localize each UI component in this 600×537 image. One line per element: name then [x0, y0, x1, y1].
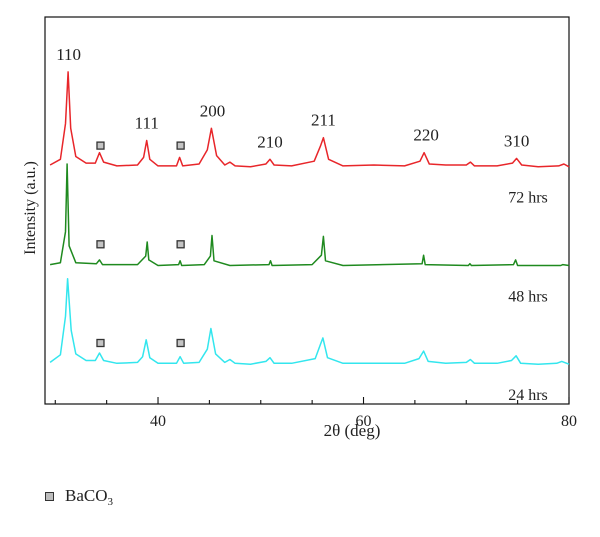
baco3-marker [176, 141, 185, 150]
peak-label: 111 [135, 114, 159, 133]
baco3-marker [96, 240, 105, 249]
baco3-marker-icon [45, 491, 54, 501]
y-axis-label: Intensity (a.u.) [22, 161, 39, 255]
series-line-72-hrs [49, 71, 570, 168]
series-line-48-hrs [49, 163, 570, 267]
peak-label: 211 [311, 111, 336, 130]
x-axis-label: 2θ (deg) [324, 421, 381, 440]
peak-label: 110 [56, 45, 81, 64]
peak-label: 220 [413, 126, 439, 145]
baco3-marker [176, 338, 185, 348]
legend: BaCO3 [45, 486, 113, 508]
series-label: 48 hrs [508, 288, 548, 305]
x-tick-label: 60 [356, 413, 372, 430]
baco3-marker [96, 141, 105, 150]
series-label: 72 hrs [508, 190, 548, 207]
peak-label: 310 [504, 131, 530, 150]
baco3-marker [96, 338, 105, 348]
baco3-marker [176, 240, 185, 249]
series-label: 24 hrs [508, 387, 548, 404]
peak-label: 200 [200, 101, 226, 120]
legend-label: BaCO3 [65, 486, 113, 508]
peak-label: 210 [257, 132, 283, 151]
x-tick-label: 80 [561, 413, 577, 430]
x-tick-label: 40 [150, 413, 166, 430]
series-line-24-hrs [49, 277, 570, 365]
plot-frame [44, 16, 570, 405]
